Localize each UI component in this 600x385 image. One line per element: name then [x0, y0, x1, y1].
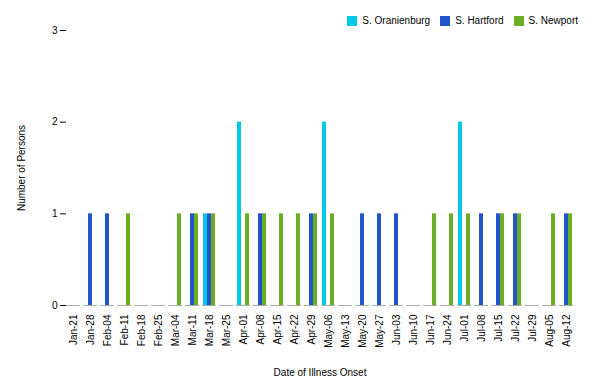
svg-text:Feb-04: Feb-04 — [102, 314, 113, 346]
svg-text:Aug-05: Aug-05 — [544, 314, 555, 347]
svg-text:Jun-24: Jun-24 — [442, 314, 453, 345]
svg-text:Jun-10: Jun-10 — [408, 314, 419, 345]
svg-text:May-27: May-27 — [374, 314, 385, 348]
svg-text:Apr-22: Apr-22 — [289, 314, 300, 344]
svg-text:2: 2 — [52, 116, 58, 127]
svg-text:0: 0 — [52, 300, 58, 311]
svg-text:Feb-11: Feb-11 — [119, 314, 130, 345]
svg-text:3: 3 — [52, 25, 58, 36]
html-text:S. Newport: S. Newport — [528, 15, 578, 26]
svg-text:Date of Illness Onset: Date of Illness Onset — [274, 367, 367, 378]
svg-text:Jan-21: Jan-21 — [68, 314, 79, 345]
svg-text:Jun-03: Jun-03 — [391, 314, 402, 345]
svg-text:May-06: May-06 — [323, 314, 334, 348]
svg-text:1: 1 — [52, 208, 58, 219]
svg-text:Number of Persons: Number of Persons — [16, 125, 27, 211]
svg-text:Mar-04: Mar-04 — [170, 314, 181, 346]
svg-text:Jul-08: Jul-08 — [476, 314, 487, 342]
html-text:S. Hartford: S. Hartford — [455, 15, 504, 26]
svg-text:Jul-01: Jul-01 — [459, 314, 470, 342]
svg-text:Jan-28: Jan-28 — [85, 314, 96, 345]
svg-text:Apr-08: Apr-08 — [255, 314, 266, 344]
svg-text:Jul-22: Jul-22 — [510, 314, 521, 342]
svg-text:Jul-15: Jul-15 — [493, 314, 504, 342]
svg-text:Apr-01: Apr-01 — [238, 314, 249, 344]
svg-text:May-13: May-13 — [340, 314, 351, 348]
svg-text:Jul-29: Jul-29 — [527, 314, 538, 342]
svg-text:Apr-15: Apr-15 — [272, 314, 283, 344]
svg-text:Feb-18: Feb-18 — [136, 314, 147, 346]
svg-text:Mar-25: Mar-25 — [221, 314, 232, 346]
svg-text:Aug-12: Aug-12 — [561, 314, 572, 347]
html-text:S. Oranienburg: S. Oranienburg — [362, 15, 431, 26]
svg-text:Jun-17: Jun-17 — [425, 314, 436, 345]
svg-text:Mar-18: Mar-18 — [204, 314, 215, 346]
svg-text:Feb-25: Feb-25 — [153, 314, 164, 346]
svg-text:Apr-29: Apr-29 — [306, 314, 317, 344]
svg-text:Mar-11: Mar-11 — [187, 314, 198, 345]
svg-text:May-20: May-20 — [357, 314, 368, 348]
